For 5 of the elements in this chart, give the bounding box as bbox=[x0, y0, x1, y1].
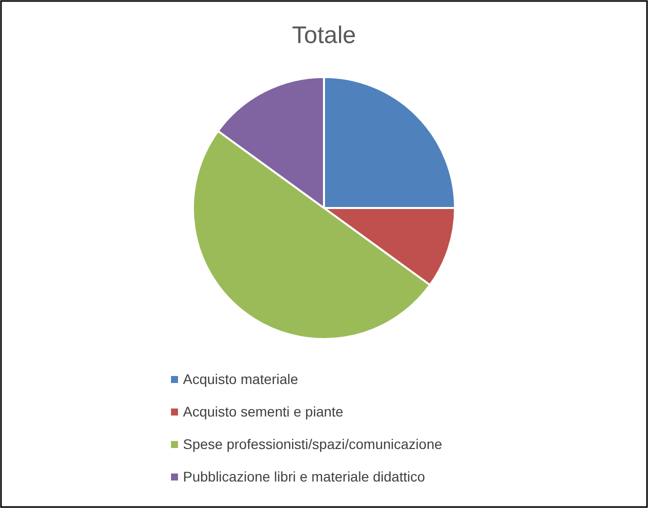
chart-title: Totale bbox=[292, 22, 356, 49]
legend-label: Acquisto sementi e piante bbox=[183, 404, 344, 420]
legend-label: Pubblicazione libri e materiale didattico bbox=[183, 468, 426, 484]
legend-label: Acquisto materiale bbox=[183, 371, 298, 387]
legend-label: Spese professionisti/spazi/comunicazione bbox=[183, 436, 442, 452]
